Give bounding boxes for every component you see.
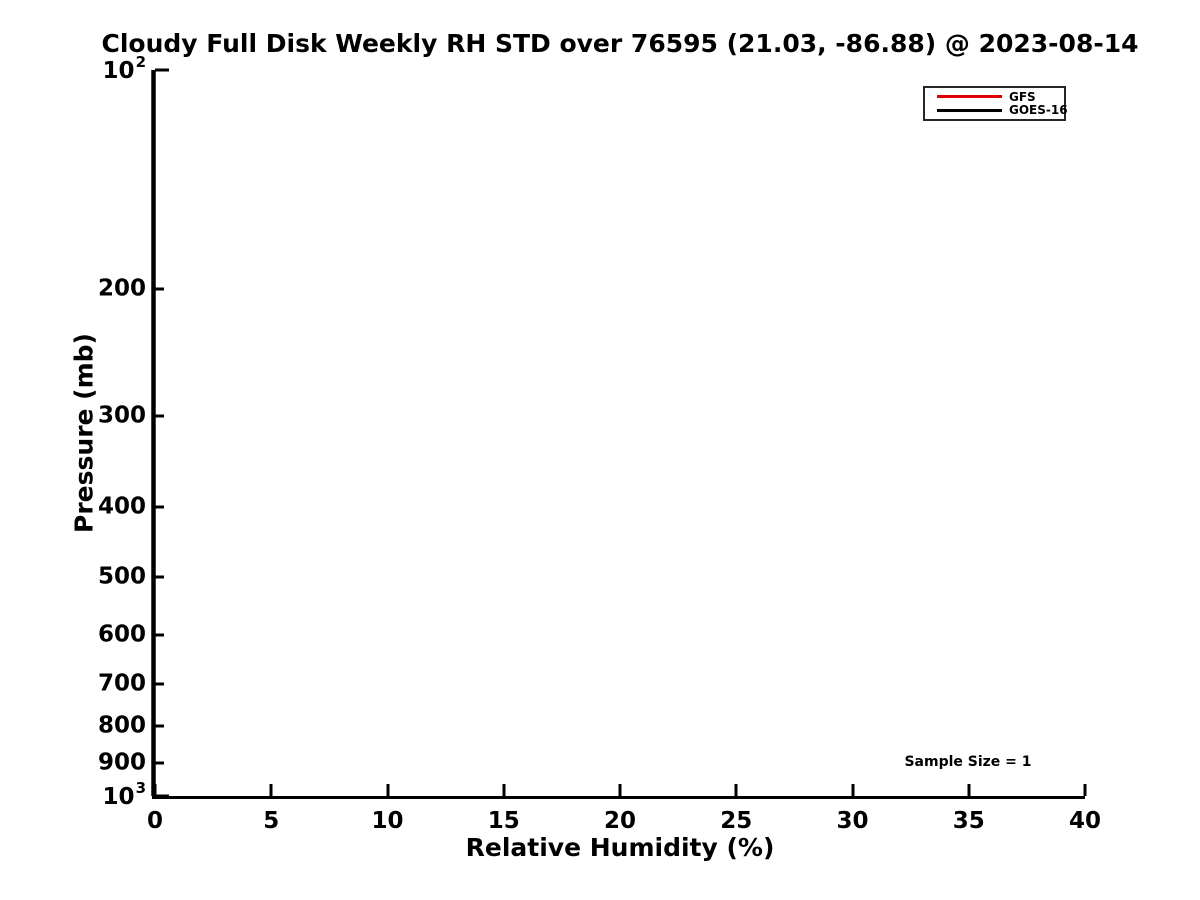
x-tick-mark: [967, 784, 971, 796]
gfs-legend-label: GFS: [1009, 89, 1036, 104]
y-tick-label: 600: [97, 621, 146, 648]
sample-size-annotation: Sample Size = 1: [904, 754, 1032, 770]
y-tick-label: 200: [97, 275, 146, 302]
x-tick-mark: [502, 784, 506, 796]
y-axis-label: Pressure (mb): [69, 333, 99, 533]
y-tick-mark: [155, 794, 169, 798]
y-tick-mark: [155, 505, 164, 509]
y-tick-label: 102: [102, 53, 146, 84]
y-axis-spine: [152, 70, 155, 799]
x-tick-mark: [269, 784, 273, 796]
x-tick-mark: [734, 784, 738, 796]
x-tick-label: 20: [603, 808, 637, 834]
y-tick-label: 500: [97, 563, 146, 590]
x-tick-label: 10: [371, 808, 404, 834]
y-tick-mark: [155, 682, 164, 686]
y-tick-label: 700: [97, 670, 146, 697]
y-tick-label: 800: [97, 712, 146, 739]
y-tick-mark: [155, 68, 169, 72]
x-tick-label: 0: [146, 808, 164, 834]
y-tick-label: 400: [97, 493, 146, 520]
plot-area: 0 5 10 15 20 25 30 35 40 102 200 300 400 500 600 700 800…: [98, 55, 1101, 833]
legend-entry-gfs: GFS: [937, 91, 1064, 103]
y-tick-mark: [155, 724, 164, 728]
y-tick-label: 900: [97, 749, 146, 776]
y-tick-mark: [155, 414, 164, 418]
x-tick-label: 30: [836, 808, 869, 834]
y-tick-mark: [155, 761, 164, 765]
x-tick-label: 15: [487, 808, 520, 834]
x-tick-label: 40: [1068, 808, 1102, 834]
y-tick-label: 103: [102, 779, 146, 810]
y-tick-label: 300: [97, 402, 146, 429]
x-tick-label: 35: [952, 808, 985, 834]
x-tick-label: 25: [720, 808, 753, 834]
x-tick-label: 5: [263, 808, 280, 834]
goes16-legend-label: GOES-16: [1009, 103, 1068, 118]
legend-entry-goes16: GOES-16: [937, 104, 1068, 116]
gfs-line-swatch: [937, 95, 1002, 99]
x-tick-mark: [1083, 784, 1087, 796]
y-tick-mark: [155, 575, 164, 579]
x-tick-mark: [153, 784, 157, 796]
legend: GFS GOES-16: [923, 86, 1068, 121]
x-tick-mark: [851, 784, 854, 796]
x-axis-spine: [152, 796, 1085, 799]
y-tick-mark: [155, 633, 164, 637]
y-tick-mark: [155, 287, 164, 291]
x-tick-mark: [386, 784, 389, 796]
goes16-line-swatch: [937, 108, 1002, 112]
x-axis-label: Relative Humidity (%): [465, 833, 775, 862]
x-tick-mark: [618, 784, 622, 796]
chart-title: Cloudy Full Disk Weekly RH STD over 7659…: [101, 29, 1139, 58]
